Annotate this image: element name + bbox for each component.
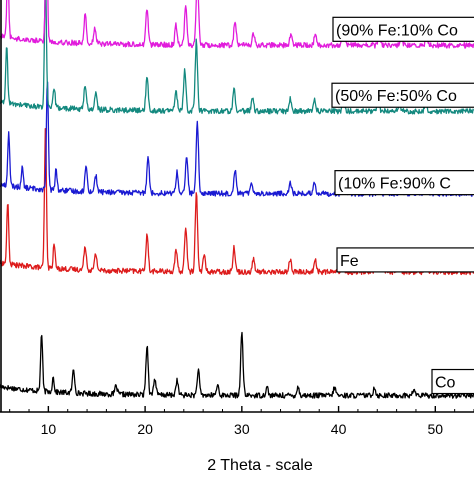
series-line-1 — [0, 128, 474, 276]
legend-text-3: (50% Fe:50% Co — [335, 88, 457, 105]
legend-box-1 — [336, 247, 474, 273]
legend-label-1: Fe — [336, 247, 474, 273]
x-axis-title: 2 Theta - scale — [207, 457, 313, 474]
traces-layer — [0, 0, 474, 399]
x-tick-label-50: 50 — [428, 421, 444, 437]
series-line-3 — [0, 0, 474, 115]
legend-box-2 — [334, 170, 474, 196]
legend-labels: Co Fe (10% Fe:90% C (50% Fe:50% Co (90% Fe:1… — [331, 16, 474, 395]
x-tick-label-10: 10 — [41, 421, 57, 437]
series-line-0 — [0, 331, 474, 399]
legend-text-1: Fe — [340, 253, 359, 270]
legend-label-2: (10% Fe:90% C — [334, 170, 474, 196]
legend-text-2: (10% Fe:90% C — [338, 176, 451, 193]
legend-box-3 — [331, 82, 474, 108]
x-tick-label-20: 20 — [137, 421, 153, 437]
legend-box-4 — [332, 16, 474, 42]
x-tick-label-40: 40 — [331, 421, 347, 437]
legend-label-0: Co — [431, 368, 474, 395]
legend-text-0: Co — [435, 375, 456, 392]
legend-label-4: (90% Fe:10% Co — [332, 16, 474, 42]
legend-text-4: (90% Fe:10% Co — [336, 22, 458, 39]
x-axis: 10 20 30 40 50 — [0, 0, 474, 437]
x-tick-label-30: 30 — [234, 421, 250, 437]
legend-box-0 — [431, 368, 474, 395]
series-line-4 — [0, 0, 474, 49]
legend-label-3: (50% Fe:50% Co — [331, 82, 474, 108]
